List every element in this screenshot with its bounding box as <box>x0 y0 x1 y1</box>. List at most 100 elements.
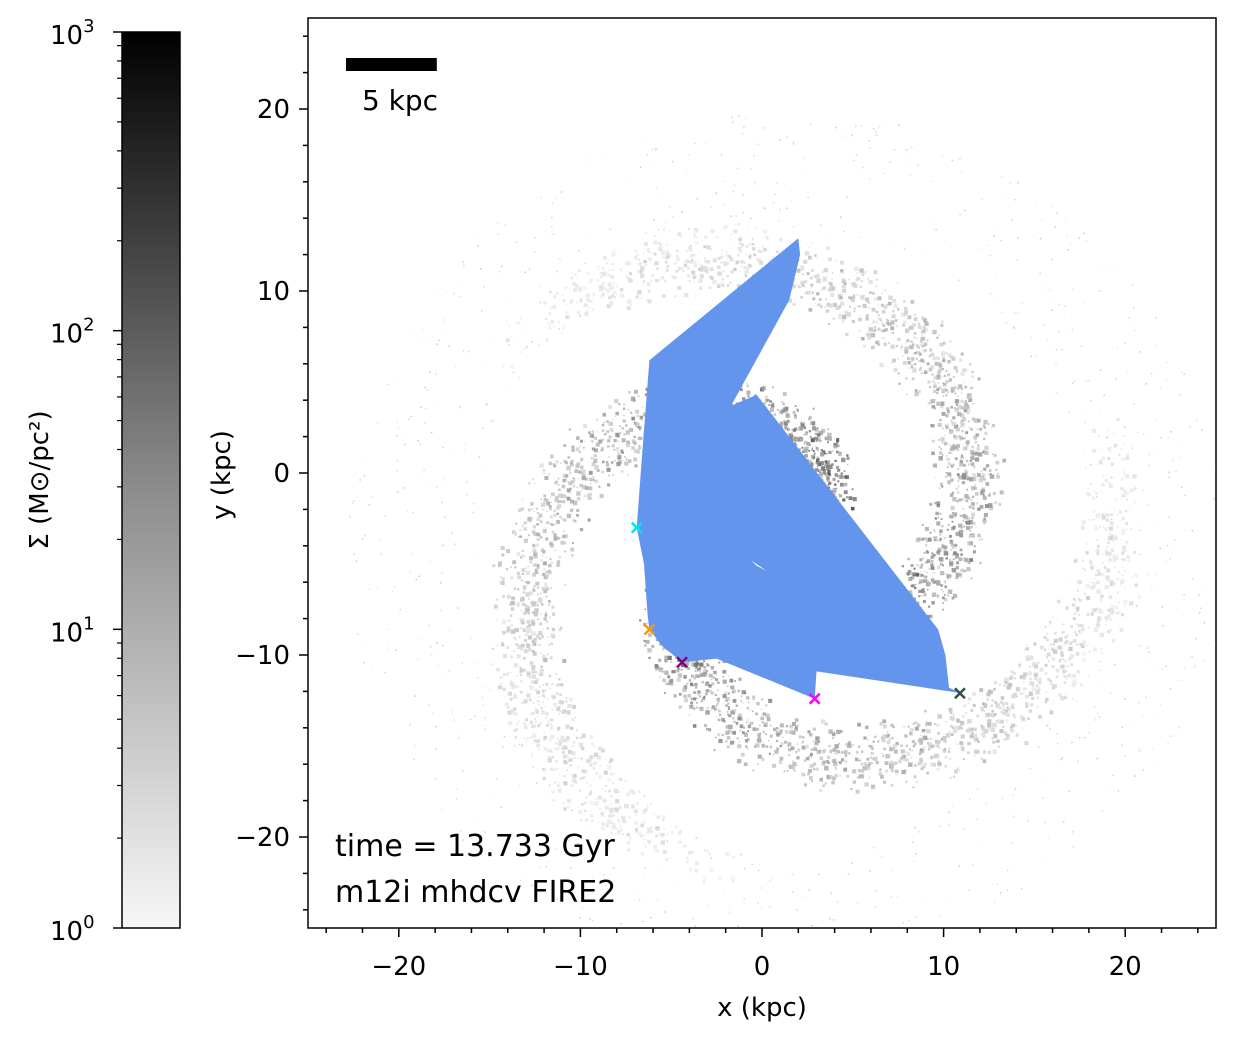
density-pixel <box>872 320 876 324</box>
density-pixel <box>665 682 669 686</box>
density-pixel <box>732 699 737 703</box>
density-pixel <box>1136 552 1138 554</box>
density-pixel <box>940 737 944 741</box>
density-pixel <box>596 418 599 421</box>
density-pixel <box>1010 703 1015 707</box>
density-pixel <box>551 299 553 301</box>
density-pixel <box>549 496 552 498</box>
density-pixel <box>1109 617 1113 622</box>
density-pixel <box>933 389 937 394</box>
density-pixel <box>947 391 950 393</box>
density-pixel <box>539 463 544 468</box>
density-pixel <box>598 485 601 488</box>
density-pixel <box>745 745 748 748</box>
density-pixel <box>519 618 525 623</box>
density-pixel <box>708 684 712 688</box>
density-pixel <box>516 654 521 659</box>
density-pixel <box>533 643 537 646</box>
density-pixel <box>551 790 555 794</box>
density-pixel <box>923 370 928 375</box>
density-pixel <box>675 270 678 273</box>
density-pixel <box>973 727 977 732</box>
density-pixel <box>907 572 910 576</box>
density-pixel <box>1033 642 1037 646</box>
density-pixel <box>999 728 1004 734</box>
density-pixel <box>1104 615 1109 620</box>
density-pixel <box>817 273 820 276</box>
density-pixel <box>947 579 949 581</box>
density-pixel <box>834 483 837 486</box>
density-pixel <box>937 361 941 365</box>
density-pixel <box>1088 518 1091 522</box>
density-pixel <box>592 292 596 296</box>
density-pixel <box>1082 658 1086 662</box>
density-pixel <box>626 840 631 845</box>
density-pixel <box>495 619 498 621</box>
density-pixel <box>647 257 653 262</box>
density-pixel <box>671 670 675 674</box>
density-pixel <box>526 580 530 585</box>
density-pixel <box>963 382 966 384</box>
density-pixel <box>848 496 853 501</box>
density-pixel <box>694 670 697 672</box>
density-pixel <box>617 455 622 460</box>
density-pixel <box>953 366 958 370</box>
density-pixel <box>1013 692 1018 696</box>
density-pixel <box>502 687 506 691</box>
density-pixel <box>983 729 989 734</box>
density-pixel <box>1053 615 1055 617</box>
density-pixel <box>939 747 941 750</box>
density-pixel <box>802 740 805 743</box>
density-pixel <box>704 692 708 696</box>
density-pixel <box>1036 706 1039 708</box>
density-pixel <box>857 305 859 308</box>
density-pixel <box>929 737 933 741</box>
density-pixel <box>832 302 838 307</box>
density-pixel <box>570 298 575 302</box>
density-pixel <box>533 554 538 559</box>
density-pixel <box>897 339 899 342</box>
density-pixel <box>500 581 503 584</box>
density-pixel <box>945 425 949 429</box>
density-pixel <box>987 719 992 724</box>
density-pixel <box>549 616 551 619</box>
density-pixel <box>740 260 744 264</box>
density-pixel <box>960 576 963 579</box>
density-pixel <box>924 537 927 540</box>
density-pixel <box>640 273 645 279</box>
density-pixel <box>628 272 633 276</box>
density-pixel <box>785 412 789 417</box>
density-pixel <box>737 744 742 749</box>
density-pixel <box>609 427 614 432</box>
density-pixel <box>816 278 821 284</box>
density-pixel <box>547 653 549 655</box>
density-pixel <box>917 601 921 605</box>
density-pixel <box>934 530 936 533</box>
density-pixel <box>612 782 615 785</box>
density-pixel <box>996 739 1000 743</box>
density-pixel <box>835 260 837 262</box>
density-pixel <box>930 566 935 570</box>
density-pixel <box>702 265 707 270</box>
density-pixel <box>964 400 967 403</box>
density-pixel <box>672 669 677 674</box>
density-pixel <box>786 770 789 772</box>
density-pixel <box>532 588 536 592</box>
density-pixel <box>1098 410 1101 412</box>
density-pixel <box>929 502 933 506</box>
density-pixel <box>997 745 1000 748</box>
density-pixel <box>1050 682 1053 685</box>
density-pixel <box>759 724 761 727</box>
colorbar-tick-label: 102 <box>50 315 95 350</box>
density-pixel <box>1118 510 1122 514</box>
density-pixel <box>658 864 660 866</box>
density-pixel <box>990 704 993 707</box>
density-pixel <box>749 243 752 246</box>
density-pixel <box>888 342 890 344</box>
density-pixel <box>890 344 895 349</box>
density-pixel <box>902 355 904 357</box>
density-pixel <box>564 754 569 759</box>
density-pixel <box>1066 633 1070 637</box>
density-pixel <box>831 776 836 781</box>
density-pixel <box>614 398 619 404</box>
